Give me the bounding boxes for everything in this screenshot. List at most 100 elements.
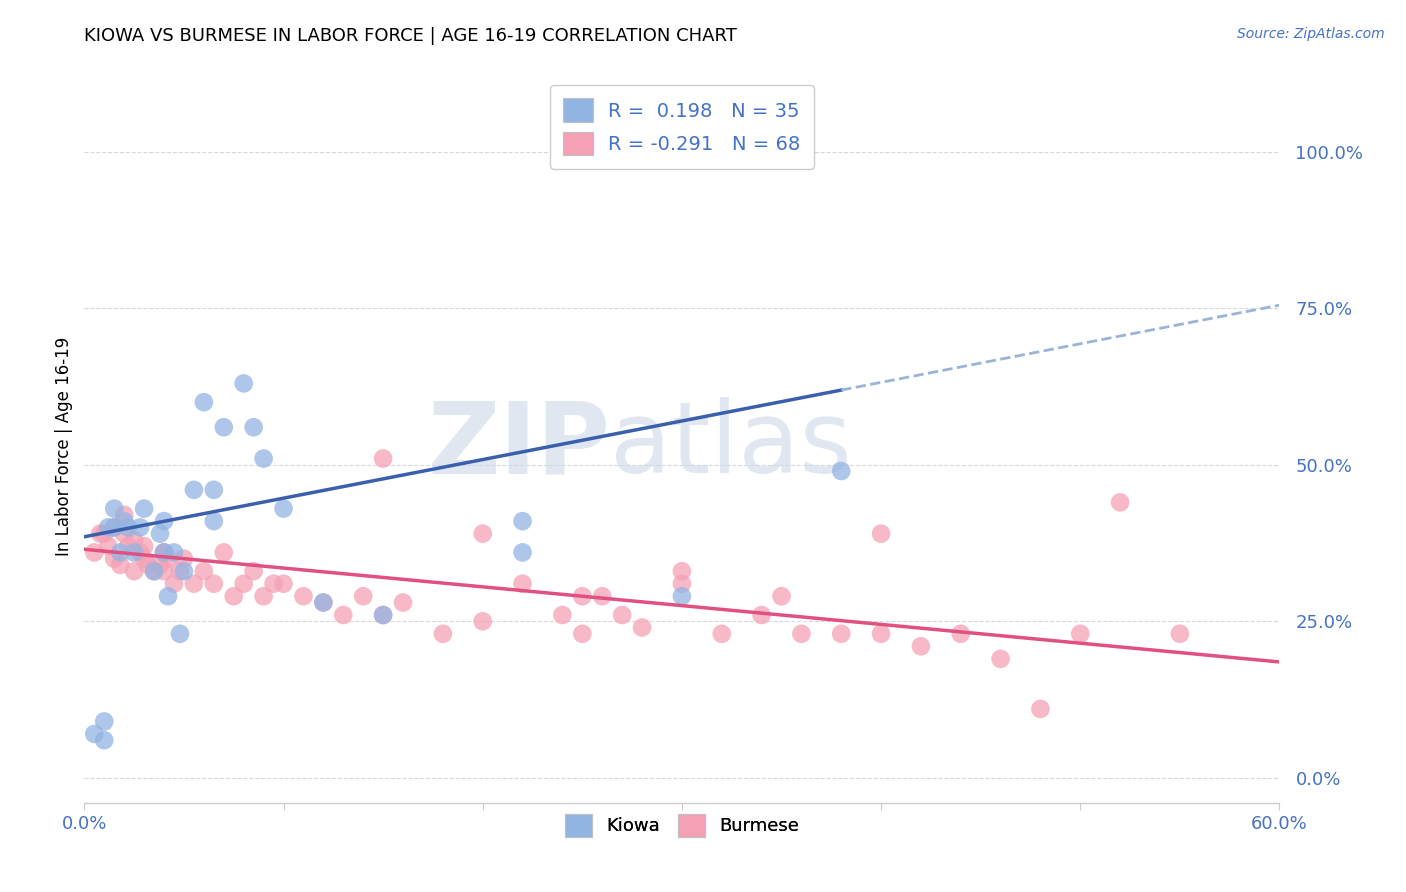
- Point: [751, 607, 773, 622]
- Point: [122, 545, 145, 559]
- Point: [612, 607, 634, 622]
- Point: [129, 545, 152, 559]
- Point: [163, 576, 186, 591]
- Point: [432, 627, 454, 641]
- Point: [202, 483, 225, 497]
- Point: [273, 576, 295, 591]
- Point: [193, 564, 215, 578]
- Y-axis label: In Labor Force | Age 16-19: In Labor Force | Age 16-19: [55, 336, 73, 556]
- Point: [830, 627, 852, 641]
- Point: [202, 576, 225, 591]
- Point: [97, 539, 120, 553]
- Text: Source: ZipAtlas.com: Source: ZipAtlas.com: [1237, 27, 1385, 41]
- Point: [163, 545, 186, 559]
- Point: [153, 545, 176, 559]
- Point: [93, 733, 115, 747]
- Point: [212, 420, 235, 434]
- Point: [132, 501, 156, 516]
- Point: [232, 576, 254, 591]
- Point: [1069, 627, 1091, 641]
- Point: [117, 539, 139, 553]
- Point: [671, 589, 693, 603]
- Point: [103, 520, 125, 534]
- Point: [352, 589, 374, 603]
- Point: [512, 576, 534, 591]
- Text: atlas: atlas: [610, 398, 852, 494]
- Point: [153, 564, 176, 578]
- Point: [173, 564, 195, 578]
- Point: [103, 501, 125, 516]
- Point: [292, 589, 315, 603]
- Point: [671, 564, 693, 578]
- Point: [97, 520, 120, 534]
- Point: [242, 420, 264, 434]
- Point: [312, 595, 335, 609]
- Point: [263, 576, 285, 591]
- Point: [373, 451, 395, 466]
- Point: [870, 627, 893, 641]
- Point: [512, 545, 534, 559]
- Point: [232, 376, 254, 391]
- Point: [83, 727, 105, 741]
- Point: [571, 589, 593, 603]
- Point: [136, 558, 159, 572]
- Point: [222, 589, 245, 603]
- Point: [183, 483, 205, 497]
- Point: [129, 520, 152, 534]
- Point: [591, 589, 613, 603]
- Point: [332, 607, 354, 622]
- Point: [671, 576, 693, 591]
- Point: [253, 451, 276, 466]
- Point: [157, 589, 180, 603]
- Point: [103, 520, 125, 534]
- Point: [571, 627, 593, 641]
- Point: [93, 526, 115, 541]
- Point: [870, 526, 893, 541]
- Point: [990, 652, 1012, 666]
- Point: [153, 545, 176, 559]
- Point: [193, 395, 215, 409]
- Point: [830, 464, 852, 478]
- Point: [122, 564, 145, 578]
- Point: [202, 514, 225, 528]
- Point: [312, 595, 335, 609]
- Point: [183, 576, 205, 591]
- Point: [153, 545, 176, 559]
- Point: [143, 564, 166, 578]
- Point: [631, 621, 654, 635]
- Point: [242, 564, 264, 578]
- Point: [89, 526, 111, 541]
- Point: [790, 627, 813, 641]
- Point: [373, 607, 395, 622]
- Point: [149, 526, 172, 541]
- Point: [1168, 627, 1191, 641]
- Point: [949, 627, 972, 641]
- Text: KIOWA VS BURMESE IN LABOR FORCE | AGE 16-19 CORRELATION CHART: KIOWA VS BURMESE IN LABOR FORCE | AGE 16…: [84, 27, 737, 45]
- Point: [253, 589, 276, 603]
- Point: [112, 526, 135, 541]
- Point: [169, 564, 191, 578]
- Point: [143, 564, 166, 578]
- Text: ZIP: ZIP: [427, 398, 610, 494]
- Point: [1109, 495, 1132, 509]
- Legend: Kiowa, Burmese: Kiowa, Burmese: [557, 807, 807, 844]
- Point: [122, 533, 145, 547]
- Point: [512, 514, 534, 528]
- Point: [1029, 702, 1052, 716]
- Point: [93, 714, 115, 729]
- Point: [373, 607, 395, 622]
- Point: [83, 545, 105, 559]
- Point: [273, 501, 295, 516]
- Point: [153, 514, 176, 528]
- Point: [110, 558, 132, 572]
- Point: [149, 558, 172, 572]
- Point: [770, 589, 793, 603]
- Point: [132, 551, 156, 566]
- Point: [112, 514, 135, 528]
- Point: [117, 520, 139, 534]
- Point: [392, 595, 415, 609]
- Point: [173, 551, 195, 566]
- Point: [471, 526, 494, 541]
- Point: [910, 640, 932, 654]
- Point: [212, 545, 235, 559]
